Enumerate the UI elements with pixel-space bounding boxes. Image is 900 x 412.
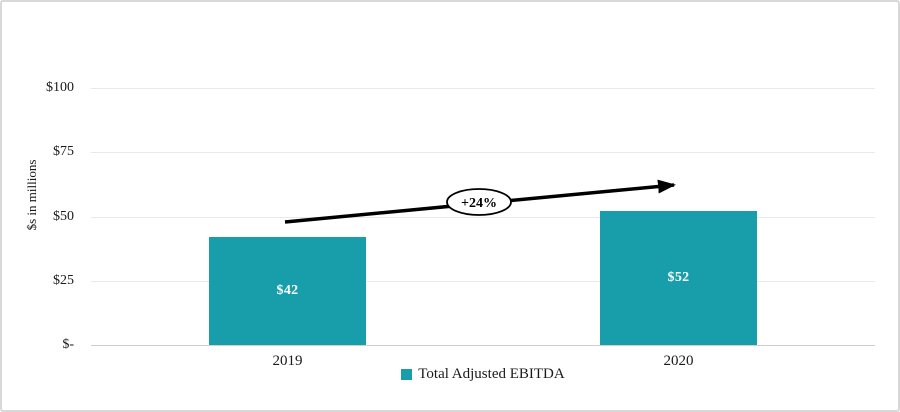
bar: $52 bbox=[600, 211, 757, 345]
legend-swatch-icon bbox=[401, 368, 413, 380]
y-tick-label: $100 bbox=[46, 80, 74, 95]
gridline bbox=[91, 280, 875, 282]
x-category-label: 2019 bbox=[272, 353, 303, 369]
y-axis-title: $s in millions bbox=[24, 159, 39, 231]
y-tick-label: $25 bbox=[53, 272, 74, 288]
legend: Total Adjusted EBITDA bbox=[91, 365, 875, 383]
y-tick-label: $50 bbox=[53, 208, 74, 224]
x-category-label: 2020 bbox=[663, 353, 694, 369]
growth-annotation-label: +24% bbox=[461, 196, 497, 211]
legend-label: Total Adjusted EBITDA bbox=[418, 365, 565, 382]
growth-annotation-ellipse bbox=[446, 188, 512, 216]
gridline bbox=[91, 345, 875, 346]
bar-value-label: $42 bbox=[276, 283, 299, 299]
y-tick-label: $- bbox=[62, 337, 74, 352]
bar: $42 bbox=[209, 237, 366, 345]
gridline bbox=[91, 216, 875, 218]
y-tick-label: $75 bbox=[53, 144, 74, 160]
gridline bbox=[91, 88, 875, 89]
bar-value-label: $52 bbox=[667, 270, 690, 286]
gridline bbox=[91, 152, 875, 154]
